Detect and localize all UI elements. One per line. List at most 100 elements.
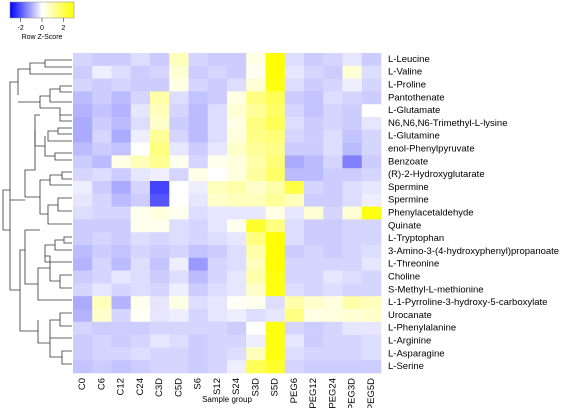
- heatmap-cell: [207, 206, 228, 220]
- heatmap-cell: [73, 283, 93, 297]
- heatmap-cell: [246, 78, 266, 92]
- heatmap-cell: [323, 104, 343, 118]
- color-key-tick-label: 2: [61, 25, 65, 32]
- heatmap-cell: [207, 334, 228, 348]
- heatmap-cell: [150, 117, 170, 131]
- heatmap-cell: [227, 245, 247, 259]
- heatmap-cell: [304, 321, 324, 335]
- heatmap-cell: [150, 206, 170, 220]
- heatmap-cell: [130, 78, 151, 92]
- heatmap-cell: [73, 53, 93, 67]
- heatmap-cell: [284, 270, 305, 284]
- row-label: Phenylacetaldehyde: [388, 208, 474, 219]
- color-key: [9, 1, 75, 19]
- heatmap-cell: [169, 347, 189, 361]
- heatmap-cell: [265, 168, 286, 182]
- heatmap-cell: [150, 360, 170, 374]
- heatmap-cell: [361, 65, 382, 79]
- row-label: Choline: [388, 272, 420, 283]
- heatmap-cell: [361, 129, 382, 143]
- heatmap-cell: [150, 168, 170, 182]
- heatmap-cell: [323, 360, 343, 374]
- heatmap-cell: [265, 78, 286, 92]
- row-label: Urocanate: [388, 310, 432, 321]
- heatmap-cell: [265, 360, 286, 374]
- heatmap-cell: [92, 129, 112, 143]
- column-label: S24: [231, 378, 242, 395]
- heatmap-cell: [323, 168, 343, 182]
- heatmap-cell: [246, 206, 266, 220]
- heatmap-cell: [246, 245, 266, 259]
- heatmap-cell: [304, 219, 324, 233]
- heatmap-cell: [323, 219, 343, 233]
- heatmap-cell: [265, 283, 286, 297]
- heatmap-cell: [130, 155, 151, 169]
- heatmap-cell: [227, 270, 247, 284]
- heatmap-cell: [284, 296, 305, 310]
- heatmap-cell: [169, 53, 189, 67]
- column-label: PEG12: [308, 378, 319, 408]
- heatmap-cell: [207, 129, 228, 143]
- heatmap-cell: [207, 78, 228, 92]
- heatmap-cell: [323, 193, 343, 207]
- heatmap-cell: [207, 53, 228, 67]
- heatmap-cell: [265, 206, 286, 220]
- heatmap-cell: [342, 181, 363, 195]
- heatmap-cell: [361, 91, 382, 105]
- heatmap-cell: [92, 219, 112, 233]
- heatmap-cell: [188, 334, 209, 348]
- heatmap-cell: [304, 232, 324, 246]
- heatmap-cell: [304, 270, 324, 284]
- heatmap-cell: [73, 347, 93, 361]
- heatmap-cell: [111, 129, 132, 143]
- heatmap-cell: [227, 360, 247, 374]
- heatmap-cell: [188, 257, 209, 271]
- heatmap-cell: [342, 257, 363, 271]
- heatmap-cell: [188, 53, 209, 67]
- column-label: S6: [193, 378, 204, 390]
- heatmap-cell: [111, 309, 132, 323]
- heatmap-cell: [150, 181, 170, 195]
- heatmap-cell: [227, 142, 247, 156]
- heatmap-cell: [188, 321, 209, 335]
- heatmap-cell: [361, 296, 382, 310]
- row-label: Spermine: [388, 182, 429, 193]
- heatmap-cell: [73, 117, 93, 131]
- heatmap-cell: [92, 334, 112, 348]
- heatmap-cell: [265, 334, 286, 348]
- heatmap-cell: [304, 283, 324, 297]
- heatmap-cell: [169, 296, 189, 310]
- heatmap-cell: [361, 168, 382, 182]
- heatmap-cell: [92, 181, 112, 195]
- heatmap-cell: [111, 65, 132, 79]
- column-label: PEG3D: [347, 378, 358, 408]
- heatmap-cell: [246, 181, 266, 195]
- heatmap-cell: [265, 257, 286, 271]
- heatmap-cell: [323, 206, 343, 220]
- heatmap-cell: [111, 270, 132, 284]
- heatmap-cell: [169, 168, 189, 182]
- heatmap-cell: [323, 296, 343, 310]
- heatmap-cell: [207, 360, 228, 374]
- heatmap-cell: [304, 347, 324, 361]
- heatmap-cell: [342, 91, 363, 105]
- heatmap-cell: [342, 206, 363, 220]
- heatmap-cell: [284, 91, 305, 105]
- heatmap-cell: [207, 193, 228, 207]
- column-label: C5D: [173, 378, 184, 397]
- heatmap-cell: [92, 53, 112, 67]
- heatmap-cell: [246, 283, 266, 297]
- heatmap-cell: [169, 257, 189, 271]
- heatmap-cell: [207, 155, 228, 169]
- heatmap-cell: [265, 219, 286, 233]
- color-key-tick-label: 0: [40, 25, 44, 32]
- heatmap-cell: [265, 347, 286, 361]
- heatmap-cell: [361, 257, 382, 271]
- heatmap-cell: [304, 65, 324, 79]
- heatmap-cell: [92, 257, 112, 271]
- heatmap-cell: [227, 181, 247, 195]
- heatmap-cell: [265, 117, 286, 131]
- heatmap-cell: [130, 296, 151, 310]
- heatmap-cell: [246, 232, 266, 246]
- heatmap-cell: [73, 296, 93, 310]
